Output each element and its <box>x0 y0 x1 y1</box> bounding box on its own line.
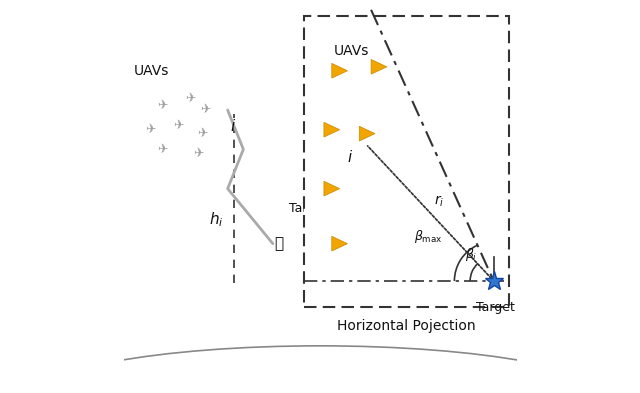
Text: $i$: $i$ <box>230 118 236 134</box>
Polygon shape <box>371 59 387 74</box>
Text: UAVs: UAVs <box>133 64 169 78</box>
Text: ✈: ✈ <box>201 103 211 117</box>
Text: $r_i$: $r_i$ <box>435 194 445 209</box>
Text: Target: Target <box>476 301 515 314</box>
Text: ✈: ✈ <box>173 119 184 132</box>
Text: 📡: 📡 <box>274 236 284 251</box>
Text: ✈: ✈ <box>146 123 156 136</box>
Text: ✈: ✈ <box>197 127 207 140</box>
Text: $h_i$: $h_i$ <box>209 211 223 230</box>
Text: ✈: ✈ <box>185 92 196 105</box>
Text: ✈: ✈ <box>157 99 168 113</box>
Polygon shape <box>332 236 348 251</box>
Polygon shape <box>324 181 340 196</box>
Text: ✈: ✈ <box>157 143 168 156</box>
Text: Target: Target <box>289 202 328 215</box>
Polygon shape <box>324 122 340 137</box>
Bar <box>304 16 509 307</box>
Text: $\beta_{\max}$: $\beta_{\max}$ <box>414 228 443 246</box>
Text: $i$: $i$ <box>348 149 353 165</box>
Text: Horizontal Pojection: Horizontal Pojection <box>337 319 476 333</box>
Text: ✈: ✈ <box>193 147 204 160</box>
Polygon shape <box>332 63 348 78</box>
Text: UAVs: UAVs <box>333 44 369 58</box>
Polygon shape <box>359 126 375 141</box>
Text: $\beta_i$: $\beta_i$ <box>465 246 477 263</box>
